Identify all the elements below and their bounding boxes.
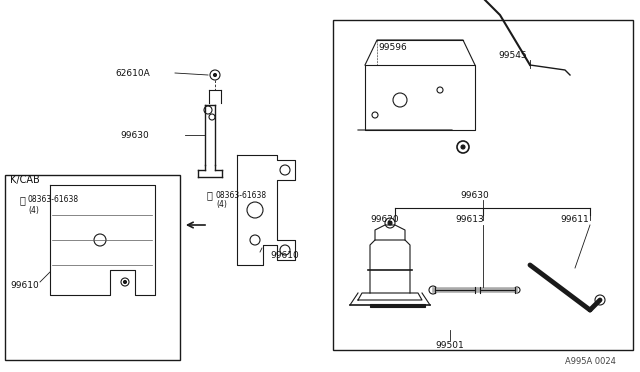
Text: 62610A: 62610A xyxy=(115,68,150,77)
FancyArrow shape xyxy=(370,304,425,307)
Circle shape xyxy=(214,74,216,77)
Text: 99630: 99630 xyxy=(120,131,148,140)
Text: 08363-61638: 08363-61638 xyxy=(28,196,79,205)
Text: 08363-61638: 08363-61638 xyxy=(216,190,267,199)
Text: (4): (4) xyxy=(216,201,227,209)
Bar xyxy=(5,175,180,360)
Circle shape xyxy=(461,145,465,149)
Text: 99613: 99613 xyxy=(455,215,484,224)
Text: 99596: 99596 xyxy=(378,44,407,52)
Text: 99610: 99610 xyxy=(10,280,39,289)
Text: (4): (4) xyxy=(28,205,39,215)
Text: Ⓢ: Ⓢ xyxy=(207,190,213,200)
Text: K/CAB: K/CAB xyxy=(10,175,40,185)
Bar xyxy=(333,20,633,350)
Circle shape xyxy=(124,280,127,283)
Text: 99545: 99545 xyxy=(498,51,527,60)
Text: 99610: 99610 xyxy=(270,250,299,260)
Text: A995A 0024: A995A 0024 xyxy=(565,357,616,366)
Text: 99611: 99611 xyxy=(560,215,589,224)
Text: Ⓢ: Ⓢ xyxy=(20,195,26,205)
Text: 99630: 99630 xyxy=(460,190,489,199)
Circle shape xyxy=(388,221,392,225)
Text: 99501: 99501 xyxy=(436,340,465,350)
Text: 99620: 99620 xyxy=(370,215,399,224)
